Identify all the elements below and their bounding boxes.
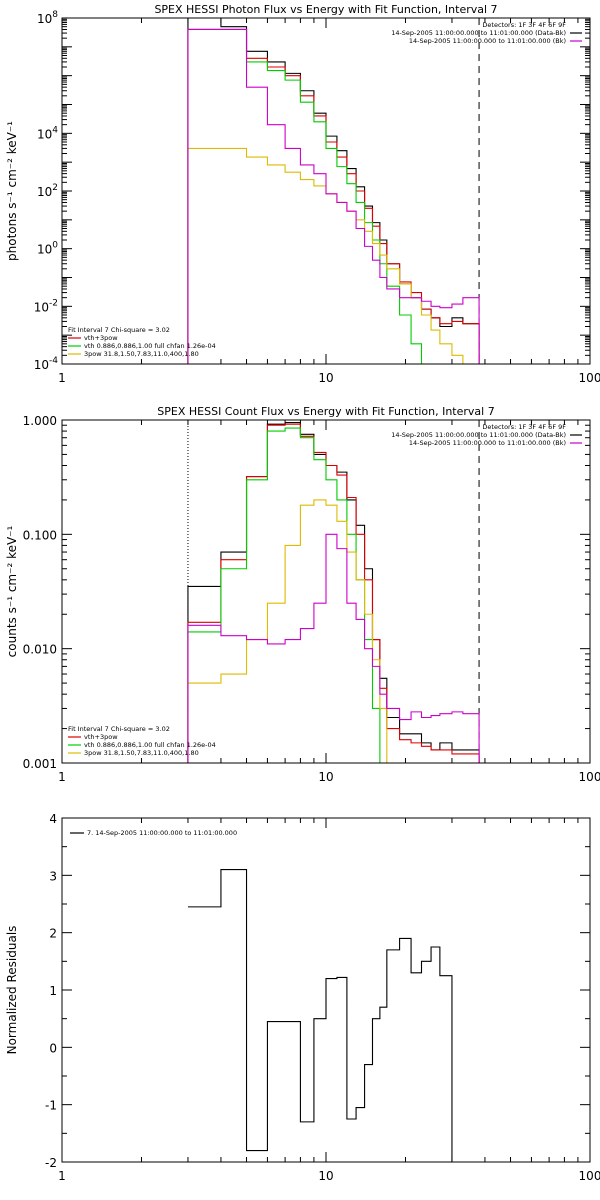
legend-entry: 14-Sep-2005 11:00:00.000 to 11:01:00.000… xyxy=(409,439,566,447)
y-tick-label: 1.000 xyxy=(23,414,57,428)
y-tick-label: -2 xyxy=(45,1156,57,1170)
plot-frame xyxy=(61,419,591,764)
y-tick-exp: -2 xyxy=(49,298,58,308)
data-series xyxy=(187,422,480,763)
y-tick-label: 10-4 xyxy=(34,356,59,372)
y-tick-label: 100 xyxy=(37,241,58,257)
legend-entry: 14-Sep-2005 11:00:00.000 to 11:01:00.000… xyxy=(391,29,566,37)
x-tick-label: 100 xyxy=(579,770,600,784)
legend-entry: 14-Sep-2005 11:00:00.000 to 11:01:00.000… xyxy=(409,37,566,45)
y-tick-base: 10 xyxy=(37,12,52,26)
legend-entry: vth 0.886,0.886,1.00 full chfan 1.26e-04 xyxy=(84,342,216,350)
data-series xyxy=(187,18,480,364)
y-axis-label: counts s⁻¹ cm⁻² keV⁻¹ xyxy=(5,525,19,657)
y-tick-label: 0.010 xyxy=(23,643,57,657)
y-tick-label: 2 xyxy=(49,927,57,941)
y-axis-label: Normalized Residuals xyxy=(5,926,19,1055)
x-tick-label: 10 xyxy=(318,371,333,385)
x-tick-label: 100 xyxy=(579,1169,600,1183)
series-line-bk xyxy=(187,28,480,364)
series-line-7 xyxy=(187,869,453,1162)
series-line-vth xyxy=(187,427,387,763)
y-tick-exp: 0 xyxy=(52,241,58,251)
residuals-panel: Normalized Residuals 1 10 100 -2 -1 0 1 2 3 4 7. 14… xyxy=(5,812,600,1183)
plot-frame xyxy=(61,817,591,1163)
legend-entry: 14-Sep-2005 11:00:00.000 to 11:01:00.000… xyxy=(391,431,566,439)
y-tick-label: 1 xyxy=(49,984,57,998)
x-tick-label: 10 xyxy=(318,770,333,784)
y-tick-label: 0.001 xyxy=(23,757,57,771)
legend-entry: Fit Interval 7 Chi-square = 3.02 xyxy=(68,725,170,733)
y-tick-exp: 8 xyxy=(52,10,58,20)
y-axis-label: photons s⁻¹ cm⁻² keV⁻¹ xyxy=(5,121,19,261)
y-tick-base: 10 xyxy=(37,243,52,257)
x-tick-label: 100 xyxy=(579,371,600,385)
y-tick-exp: 4 xyxy=(52,125,58,135)
y-tick-base: 10 xyxy=(34,358,49,372)
y-tick-base: 10 xyxy=(34,300,49,314)
legend-entry: 7. 14-Sep-2005 11:00:00.000 to 11:01:00.… xyxy=(87,829,237,837)
y-tick-label: 0 xyxy=(49,1041,57,1055)
x-tick-label: 10 xyxy=(318,1169,333,1183)
legend-entry: 3pow 31.8,1.50,7.83,11.0,400,1.80 xyxy=(84,749,199,757)
y-tick-exp: -4 xyxy=(49,356,58,366)
legend-entry: vth+3pow xyxy=(84,334,118,342)
y-tick-label: 102 xyxy=(37,183,58,199)
x-tick-label: 1 xyxy=(58,371,66,385)
x-tick-label: 1 xyxy=(58,770,66,784)
y-tick-base: 10 xyxy=(37,127,52,141)
y-tick-label: 3 xyxy=(49,869,57,883)
y-ticks xyxy=(62,17,590,365)
y-tick-label: 0.100 xyxy=(23,528,57,542)
plot-frame xyxy=(61,17,591,365)
series-line-3pow xyxy=(187,147,464,364)
series-line-vth-3pow xyxy=(187,423,480,763)
y-tick-base: 10 xyxy=(37,185,52,199)
y-tick-label: -1 xyxy=(45,1099,57,1113)
series-line-bk xyxy=(187,533,480,763)
chart-title: SPEX HESSI Count Flux vs Energy with Fit… xyxy=(157,405,494,418)
data-series xyxy=(187,869,453,1162)
legend-entry: vth 0.886,0.886,1.00 full chfan 1.26e-04 xyxy=(84,741,216,749)
y-tick-label: 104 xyxy=(37,125,58,141)
legend-entry: 3pow 31.8,1.50,7.83,11.0,400,1.80 xyxy=(84,350,199,358)
legend-entry: Fit Interval 7 Chi-square = 3.02 xyxy=(68,326,170,334)
count-flux-panel: SPEX HESSI Count Flux vs Energy with Fit… xyxy=(5,405,600,784)
chart-title: SPEX HESSI Photon Flux vs Energy with Fi… xyxy=(154,3,497,16)
y-tick-exp: 2 xyxy=(52,183,58,193)
photon-flux-panel: SPEX HESSI Photon Flux vs Energy with Fi… xyxy=(5,3,600,385)
legend-entry: vth+3pow xyxy=(84,733,118,741)
legend-entry: Detectors: 1F 3F 4F 6F 9F xyxy=(482,423,566,431)
y-tick-label: 4 xyxy=(49,812,57,826)
y-tick-label: 10-2 xyxy=(34,298,58,314)
y-tick-label: 108 xyxy=(37,10,58,26)
legend-entry: Detectors: 1F 3F 4F 6F 9F xyxy=(482,21,566,29)
x-tick-label: 1 xyxy=(58,1169,66,1183)
